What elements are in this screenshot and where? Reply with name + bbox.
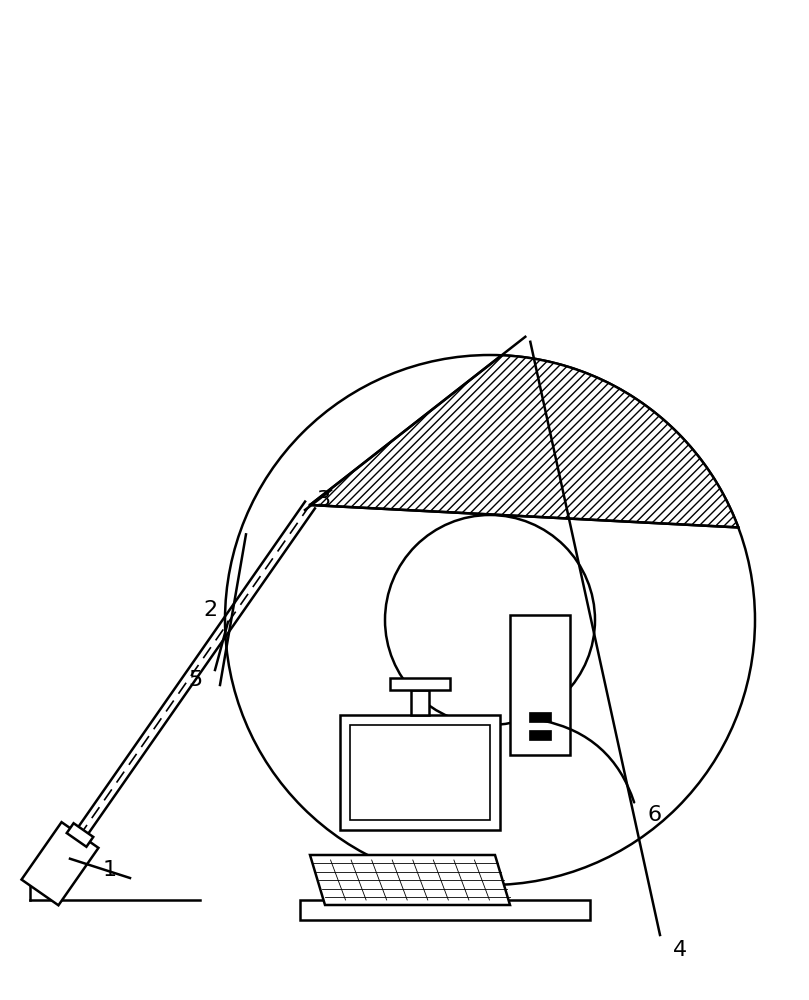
Bar <box>411 690 429 715</box>
Bar <box>529 712 551 722</box>
Bar <box>300 900 590 920</box>
Circle shape <box>225 355 755 885</box>
Text: 2: 2 <box>203 600 217 620</box>
Text: 4: 4 <box>673 940 687 960</box>
Bar <box>390 678 450 690</box>
Circle shape <box>385 515 595 725</box>
Polygon shape <box>22 822 99 905</box>
Text: 5: 5 <box>188 670 202 690</box>
Polygon shape <box>66 823 93 847</box>
Polygon shape <box>310 855 510 905</box>
Bar <box>529 730 551 740</box>
Bar <box>340 715 500 830</box>
Text: 1: 1 <box>103 860 117 880</box>
Polygon shape <box>310 355 739 527</box>
Text: 3: 3 <box>316 490 330 510</box>
Bar <box>350 725 490 820</box>
Text: 6: 6 <box>648 805 662 825</box>
Bar <box>510 615 570 755</box>
